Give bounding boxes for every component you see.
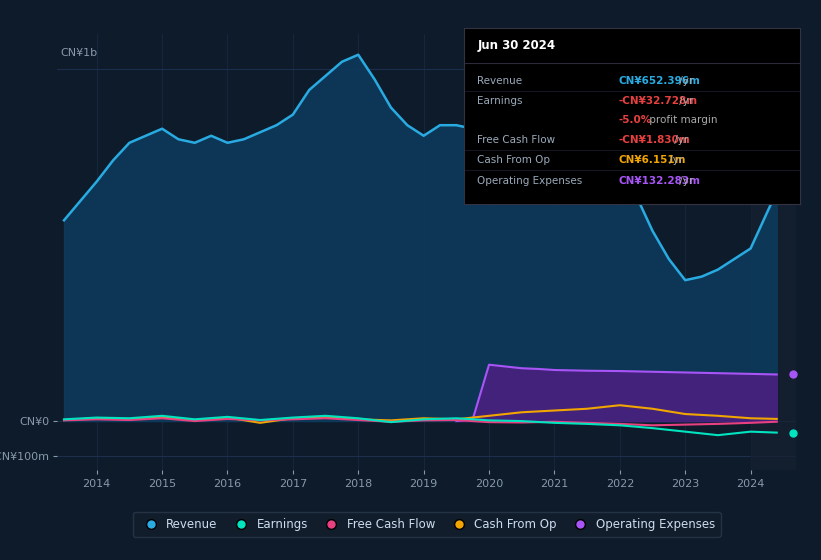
Legend: Revenue, Earnings, Free Cash Flow, Cash From Op, Operating Expenses: Revenue, Earnings, Free Cash Flow, Cash … <box>133 512 721 536</box>
Text: Cash From Op: Cash From Op <box>477 155 550 165</box>
Text: CN¥132.283m: CN¥132.283m <box>619 176 700 185</box>
Text: Revenue: Revenue <box>477 76 522 86</box>
Text: /yr: /yr <box>671 135 688 145</box>
Text: /yr: /yr <box>676 76 693 86</box>
Text: Free Cash Flow: Free Cash Flow <box>477 135 556 145</box>
Bar <box>750 34 796 470</box>
Text: Jun 30 2024: Jun 30 2024 <box>477 39 556 52</box>
Text: /yr: /yr <box>676 96 693 106</box>
Text: /yr: /yr <box>666 155 683 165</box>
Text: CN¥6.151m: CN¥6.151m <box>619 155 686 165</box>
Text: CN¥1b: CN¥1b <box>61 48 98 58</box>
Text: profit margin: profit margin <box>645 115 717 125</box>
Text: /yr: /yr <box>676 176 693 185</box>
Text: Operating Expenses: Operating Expenses <box>477 176 583 185</box>
Text: -CN¥32.728m: -CN¥32.728m <box>619 96 698 106</box>
Text: Earnings: Earnings <box>477 96 523 106</box>
Text: -CN¥1.830m: -CN¥1.830m <box>619 135 690 145</box>
Text: -5.0%: -5.0% <box>619 115 652 125</box>
Text: CN¥652.396m: CN¥652.396m <box>619 76 700 86</box>
